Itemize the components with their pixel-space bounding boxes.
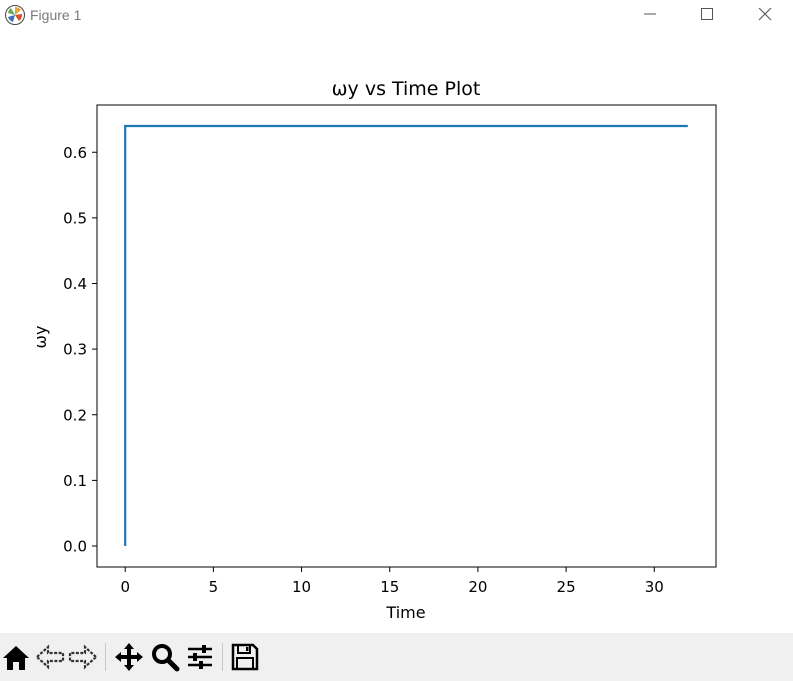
zoom-button[interactable] [149,641,181,673]
window-titlebar: Figure 1 [0,0,793,30]
back-icon [35,644,65,670]
window-title: Figure 1 [30,7,82,23]
chart-title: ωy vs Time Plot [332,78,481,100]
x-tick-label: 15 [380,578,399,596]
x-tick-label: 30 [645,578,664,596]
close-icon [758,8,772,21]
forward-button[interactable] [67,641,99,673]
configure-subplots-icon [188,645,212,669]
save-button[interactable] [229,641,261,673]
figure-canvas[interactable]: ωy vs Time Plot 0 5 10 15 20 25 30 0.00.10.20.… [0,30,793,633]
y-tick-label: 0.3 [63,341,87,359]
axes-frame [96,104,717,568]
x-tick-label: 0 [120,578,130,596]
x-tick-label: 20 [468,578,487,596]
back-button[interactable] [34,641,66,673]
x-axis-ticks: 0 5 10 15 20 25 30 [120,567,664,596]
navigation-toolbar [0,633,793,681]
minimize-icon [644,13,656,15]
toolbar-separator [222,643,223,671]
home-button[interactable] [0,641,32,673]
y-tick-label: 0.1 [63,472,87,490]
minimize-button[interactable] [627,0,673,30]
pan-button[interactable] [113,641,145,673]
plot-series [124,124,688,546]
pan-icon [115,643,143,671]
y-axis-label: ωy [31,326,50,349]
y-tick-label: 0.2 [63,406,87,424]
maximize-button[interactable] [684,0,730,30]
configure-subplots-button[interactable] [184,641,216,673]
toolbar-separator [105,643,106,671]
series-line-0 [124,124,688,546]
save-icon [231,643,259,671]
y-axis-ticks: 0.0 0.1 0.2 0.3 0.4 0.5 0.6 [63,144,97,556]
maximize-icon [701,8,713,20]
home-icon [3,646,29,670]
y-tick-label: 0.4 [63,275,87,293]
y-tick-label: 0.5 [63,209,87,227]
y-tick-label: 0.6 [63,144,87,162]
matplotlib-icon [5,5,25,25]
x-tick-label: 10 [292,578,311,596]
x-tick-label: 5 [209,578,219,596]
x-axis-label: Time [385,603,425,622]
y-tick-label: 0.0 [63,538,87,556]
x-tick-label: 25 [557,578,576,596]
zoom-icon [152,644,180,672]
close-button[interactable] [742,0,788,30]
forward-icon [68,644,98,670]
